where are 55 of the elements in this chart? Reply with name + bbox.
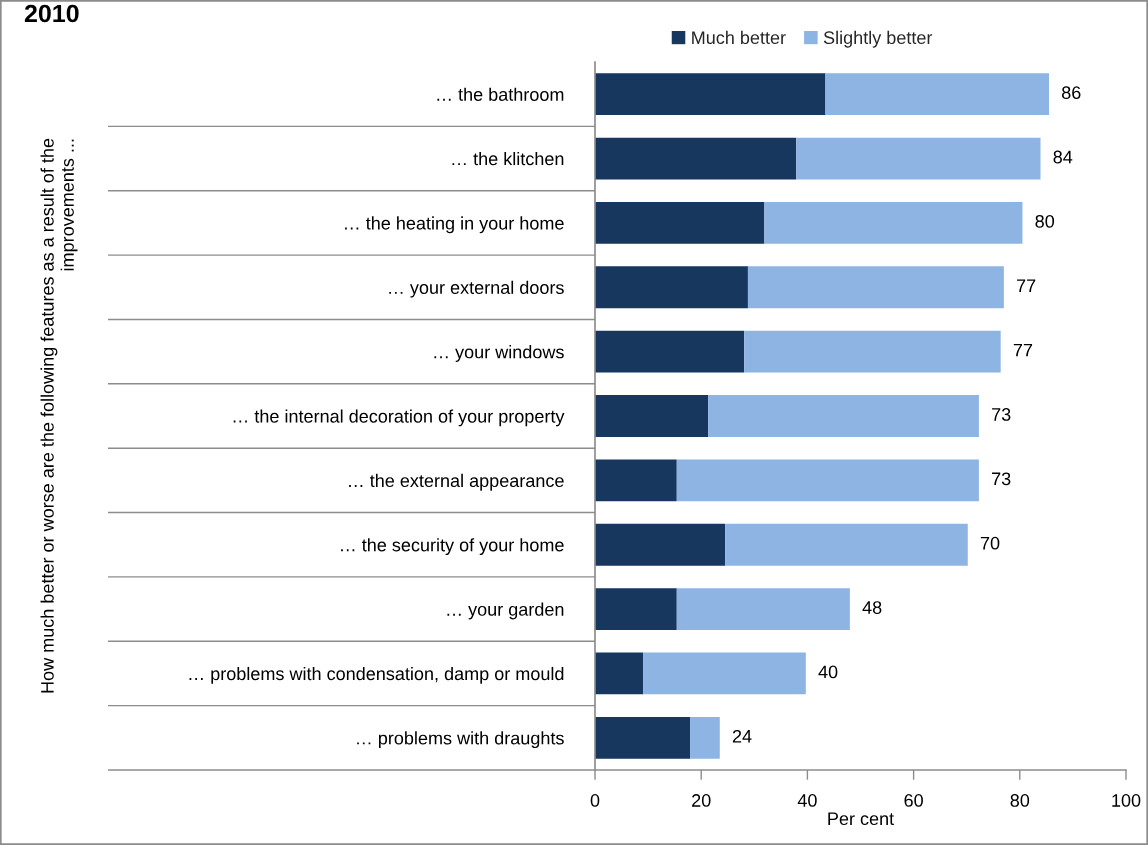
total-label: 84 (1053, 150, 1073, 164)
bar (595, 137, 797, 180)
bar (595, 459, 677, 502)
total-label: 48 (862, 601, 882, 614)
bar (595, 266, 748, 309)
text: How much better or worse are the following features as a result of the improvements ... (40, 138, 78, 693)
bar (643, 652, 806, 695)
bar (595, 201, 765, 244)
total-label: 77 (1013, 343, 1033, 357)
bar (690, 716, 720, 759)
total-label: 70 (980, 536, 1000, 550)
bar (595, 716, 691, 759)
total-label: 73 (992, 408, 1011, 421)
legend-label: Slightly better (823, 30, 933, 48)
bar (595, 73, 826, 116)
x-tick-label: 100 (1112, 794, 1141, 807)
y-tick-label: … the heating in your home (345, 216, 564, 234)
bar (725, 523, 968, 566)
bar (595, 523, 726, 566)
y-tick-label: … your external doors (389, 280, 564, 298)
total-label: 40 (818, 665, 838, 679)
text: 2010 (24, 4, 79, 23)
bar (796, 137, 1041, 180)
bar (595, 588, 677, 631)
y-tick-label: … problems with draughts (357, 731, 564, 749)
total-label: 24 (732, 729, 752, 743)
total-label: 80 (1035, 214, 1055, 228)
bar (595, 652, 644, 695)
y-tick-label: … the bathroom (437, 87, 564, 101)
x-tick-label: 20 (692, 794, 711, 807)
legend-label: Much better (692, 30, 786, 45)
y-tick-label: … the external appearance (349, 473, 564, 491)
y-tick-label: … problems with condensation, damp or mould (189, 666, 564, 684)
bar (744, 330, 1001, 373)
bar (595, 330, 745, 373)
y-tick-label: … your garden (447, 602, 564, 620)
x-tick-label: 40 (797, 794, 817, 807)
x-tick-label: 80 (1010, 794, 1030, 807)
total-label: 77 (1017, 279, 1036, 292)
bar (676, 459, 979, 502)
bar (676, 588, 850, 631)
x-axis-title: Per cent (828, 812, 894, 826)
bar (764, 201, 1023, 244)
x-tick-label: 0 (590, 794, 600, 807)
bar (747, 266, 1004, 309)
total-label: 86 (1062, 86, 1081, 100)
total-label: 73 (992, 472, 1011, 486)
y-tick-label: … the internal decoration of your property (233, 409, 565, 427)
y-tick-label: … the security of your home (341, 538, 564, 556)
y-tick-label: … the klitchen (452, 152, 564, 166)
x-tick-label: 60 (904, 794, 923, 807)
bar (825, 73, 1049, 116)
bar (595, 395, 709, 437)
bar (708, 395, 979, 437)
y-tick-label: … your windows (434, 345, 564, 362)
